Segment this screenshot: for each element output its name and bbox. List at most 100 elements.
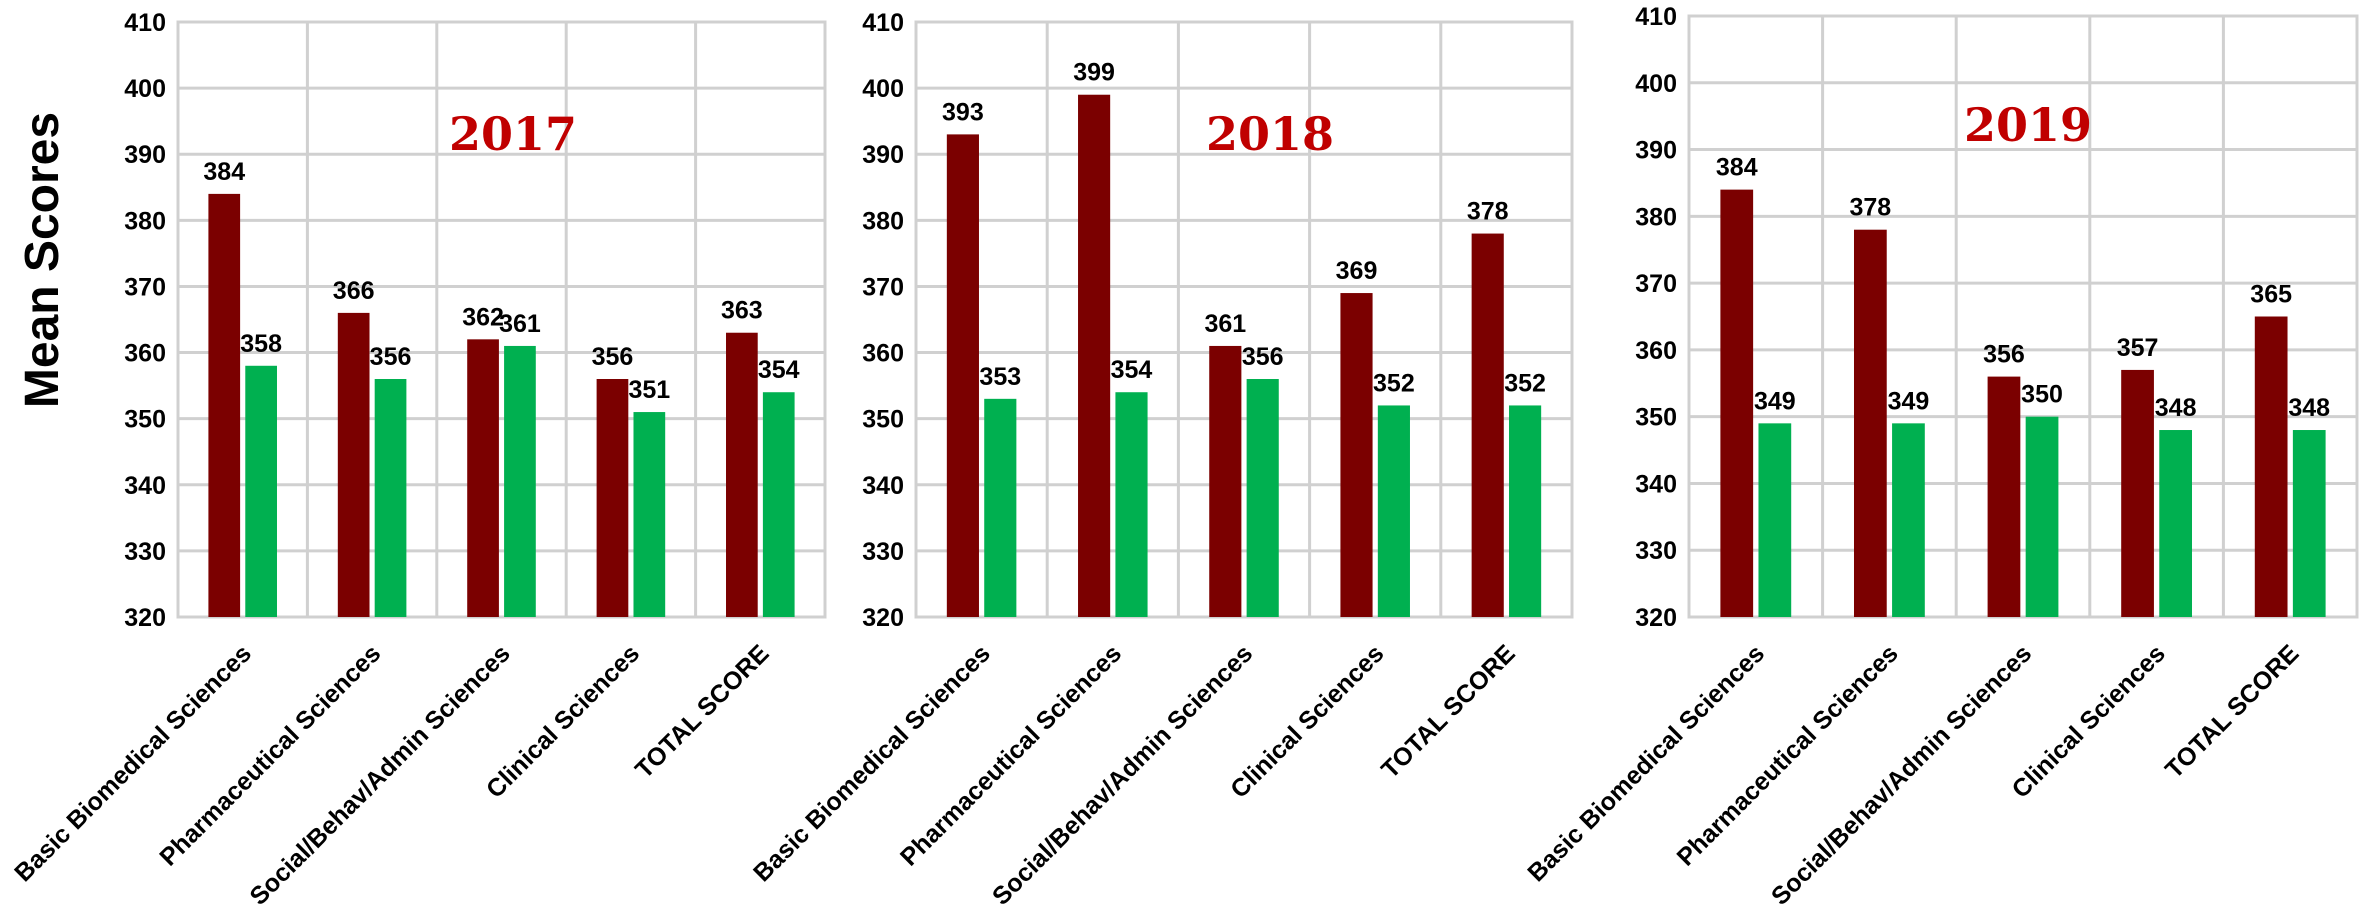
data-label: 369 <box>1336 257 1378 285</box>
y-tick-label: 380 <box>124 207 166 235</box>
bar-b-social-behav-admin-sciences <box>504 345 536 617</box>
data-label: 356 <box>1983 341 2025 369</box>
bar-b-basic-biomedical-sciences <box>1758 423 1792 617</box>
data-label: 351 <box>628 376 670 404</box>
x-tick-label-basic-biomedical-sciences: Basic Biomedical Sciences <box>9 639 257 887</box>
x-tick-label-basic-biomedical-sciences: Basic Biomedical Sciences <box>1522 639 1770 887</box>
y-tick-label: 330 <box>862 538 904 566</box>
data-label: 378 <box>1850 194 1892 222</box>
y-tick-label: 360 <box>862 340 904 368</box>
data-label: 350 <box>2021 381 2063 409</box>
plot-area-border <box>1687 14 2359 619</box>
data-label: 384 <box>1716 154 1758 182</box>
chart-2019: 320 330 340 350 360 370 380 390 400 410 384 349 Basi… <box>1522 3 2359 909</box>
x-tick-label-social-behav-admin-sciences: Social/Behav/Admin Sciences <box>987 639 1258 909</box>
y-tick-label: 320 <box>124 604 166 632</box>
bar-a-pharmaceutical-sciences <box>337 312 370 617</box>
x-tick-label-basic-biomedical-sciences: Basic Biomedical Sciences <box>748 639 996 887</box>
bar-b-total-score <box>2292 430 2326 617</box>
bar-b-total-score <box>762 392 795 617</box>
y-tick-label: 340 <box>124 472 166 500</box>
x-tick-label-pharmaceutical-sciences: Pharmaceutical Sciences <box>154 639 386 871</box>
x-tick-label-pharmaceutical-sciences: Pharmaceutical Sciences <box>895 639 1127 871</box>
y-tick-label: 360 <box>124 340 166 368</box>
data-label: 358 <box>240 330 282 358</box>
x-tick-label-social-behav-admin-sciences: Social/Behav/Admin Sciences <box>244 639 515 909</box>
data-label: 361 <box>499 310 541 338</box>
data-label: 366 <box>333 277 375 305</box>
y-tick-label: 400 <box>124 75 166 103</box>
bar-a-clinical-sciences <box>1340 293 1373 617</box>
bar-b-clinical-sciences <box>633 412 666 617</box>
y-tick-label: 350 <box>862 406 904 434</box>
data-label: 365 <box>2250 281 2292 309</box>
y-tick-label: 350 <box>1635 404 1677 432</box>
data-label: 399 <box>1073 59 1115 87</box>
chart-title: 2018 <box>1206 107 1334 161</box>
y-tick-label: 320 <box>862 604 904 632</box>
chart-title: 2019 <box>1964 98 2092 152</box>
data-label: 356 <box>592 343 634 371</box>
bar-b-pharmaceutical-sciences <box>1892 423 1925 617</box>
data-label: 393 <box>942 98 984 126</box>
y-tick-label: 410 <box>1635 3 1677 31</box>
y-tick-label: 360 <box>1635 337 1677 365</box>
bar-a-pharmaceutical-sciences <box>1853 229 1887 617</box>
data-label: 352 <box>1504 369 1546 397</box>
y-tick-label: 390 <box>124 141 166 169</box>
bar-a-total-score <box>1471 233 1504 618</box>
chart-title: 2017 <box>449 107 577 161</box>
bar-b-basic-biomedical-sciences <box>984 398 1017 617</box>
data-label: 361 <box>1204 310 1246 338</box>
data-label: 348 <box>2155 394 2197 422</box>
data-label: 352 <box>1373 369 1415 397</box>
bar-a-clinical-sciences <box>2121 369 2154 617</box>
data-label: 378 <box>1467 198 1509 226</box>
plot-area-border <box>914 20 1574 619</box>
y-axis-label: Mean Scores <box>16 112 69 408</box>
bar-b-total-score <box>1509 405 1542 617</box>
bar-a-social-behav-admin-sciences <box>467 339 499 617</box>
bar-a-social-behav-admin-sciences <box>1209 345 1242 617</box>
bar-a-pharmaceutical-sciences <box>1078 94 1111 617</box>
data-label: 356 <box>370 343 412 371</box>
y-tick-label: 350 <box>124 406 166 434</box>
bar-b-social-behav-admin-sciences <box>2025 416 2059 617</box>
bar-a-total-score <box>2254 316 2288 617</box>
bar-a-basic-biomedical-sciences <box>946 134 979 617</box>
data-label: 353 <box>979 363 1021 391</box>
y-tick-label: 390 <box>1635 137 1677 165</box>
bar-b-pharmaceutical-sciences <box>1115 392 1148 617</box>
x-tick-label-total-score: TOTAL SCORE <box>1376 639 1521 784</box>
bar-b-basic-biomedical-sciences <box>245 365 277 617</box>
y-tick-label: 410 <box>124 9 166 37</box>
y-tick-label: 400 <box>1635 70 1677 98</box>
y-tick-label: 330 <box>1635 537 1677 565</box>
y-tick-label: 340 <box>862 472 904 500</box>
x-tick-label-total-score: TOTAL SCORE <box>2160 639 2305 784</box>
bar-b-social-behav-admin-sciences <box>1246 379 1279 617</box>
bar-a-total-score <box>726 332 758 617</box>
y-tick-label: 370 <box>124 273 166 301</box>
data-label: 349 <box>1754 387 1796 415</box>
bar-a-clinical-sciences <box>596 379 629 617</box>
y-tick-label: 410 <box>862 9 904 37</box>
bar-a-basic-biomedical-sciences <box>1720 189 1754 617</box>
y-tick-label: 340 <box>1635 470 1677 498</box>
y-tick-label: 330 <box>124 538 166 566</box>
y-tick-label: 380 <box>862 207 904 235</box>
data-label: 357 <box>2117 334 2159 362</box>
data-label: 354 <box>758 356 800 384</box>
y-tick-label: 400 <box>862 75 904 103</box>
data-label: 362 <box>462 303 504 331</box>
x-tick-label-social-behav-admin-sciences: Social/Behav/Admin Sciences <box>1766 639 2037 909</box>
data-label: 356 <box>1242 343 1284 371</box>
y-tick-label: 370 <box>862 273 904 301</box>
data-label: 384 <box>203 158 245 186</box>
y-tick-label: 320 <box>1635 604 1677 632</box>
bar-b-pharmaceutical-sciences <box>374 379 407 617</box>
y-tick-label: 390 <box>862 141 904 169</box>
bar-a-social-behav-admin-sciences <box>1987 376 2021 617</box>
data-label: 354 <box>1111 356 1153 384</box>
data-label: 349 <box>1888 387 1930 415</box>
